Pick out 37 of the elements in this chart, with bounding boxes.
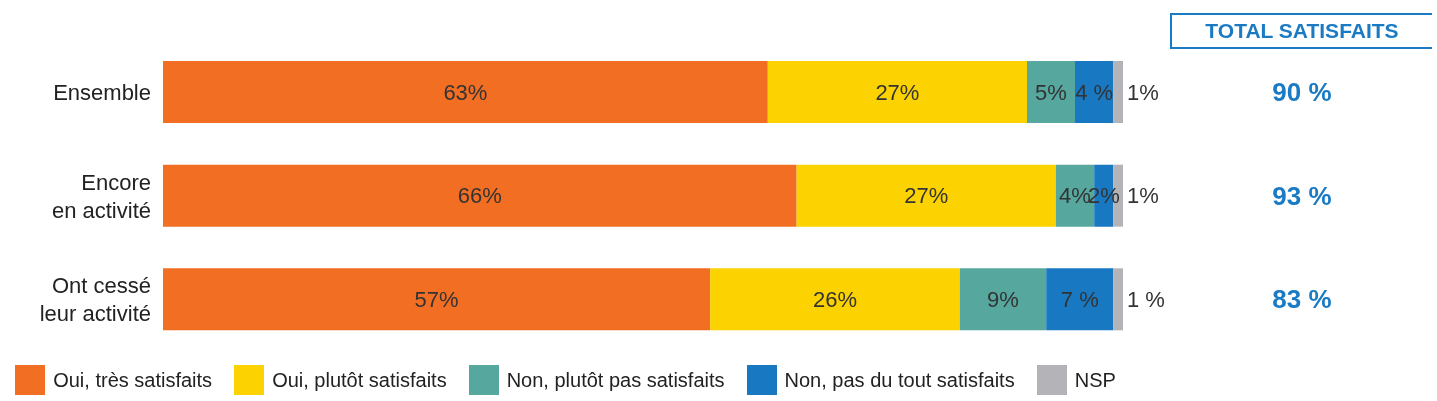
data-label: 4 % <box>1075 79 1114 105</box>
bar <box>1113 61 1123 123</box>
y-tick-label: Ensemble <box>53 79 151 105</box>
legend-label: Oui, très satisfaits <box>53 368 213 392</box>
text: 90 % <box>1272 77 1332 107</box>
bar <box>1027 61 1075 123</box>
data-label: 5% <box>1035 79 1067 105</box>
legend-label: Oui, plutôt satisfaits <box>272 368 447 392</box>
y-tick-label: Ont cessé leur activité <box>39 272 151 326</box>
data-label: 7 % <box>1060 286 1099 312</box>
legend-label: Non, pas du tout satisfaits <box>784 368 1015 392</box>
bar <box>163 61 768 123</box>
legend-label: NSP <box>1074 368 1116 392</box>
bar <box>163 268 711 331</box>
bar <box>1046 268 1114 331</box>
bar <box>163 164 797 227</box>
data-label: 57% <box>414 286 459 312</box>
bar <box>710 268 960 331</box>
data-label: 1% <box>1127 183 1159 209</box>
bar <box>796 164 1056 227</box>
data-label: 26% <box>812 286 858 312</box>
data-label: 27% <box>875 79 920 105</box>
data-label: 1 % <box>1127 286 1165 312</box>
legend-label: Non, plutôt pas satisfaits <box>506 368 725 392</box>
data-label: 4% <box>1059 183 1091 209</box>
text: TOTAL SATISFAITS <box>1170 13 1432 49</box>
data-label: 66% <box>457 183 502 209</box>
bar <box>959 268 1047 331</box>
text: 83 % <box>1272 284 1332 315</box>
data-label: 9% <box>987 286 1019 312</box>
text: 93 % <box>1272 180 1332 211</box>
data-label: 27% <box>904 183 949 209</box>
data-label: 1% <box>1127 79 1159 105</box>
bar <box>1113 268 1123 331</box>
data-label: 63% <box>443 79 488 105</box>
bar <box>767 61 1027 123</box>
y-tick-label: Encore en activité <box>51 169 151 222</box>
